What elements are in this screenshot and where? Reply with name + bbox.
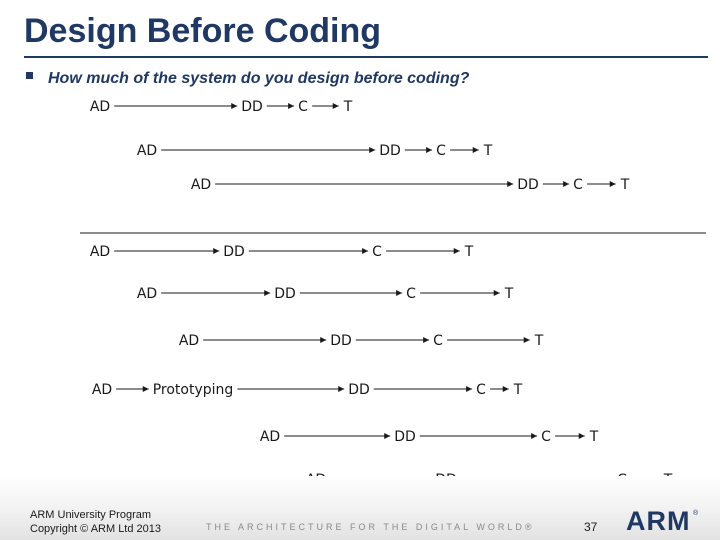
stage-label-ad: AD: [90, 99, 110, 115]
page-title: Design Before Coding: [24, 12, 382, 50]
page-number: 37: [584, 520, 598, 534]
stage-label-t: T: [343, 99, 353, 115]
stage-label-c: C: [436, 143, 446, 159]
footer-org: ARM University Program: [30, 509, 152, 521]
stage-label-t: T: [534, 333, 544, 349]
stage-label-dd: DD: [241, 99, 263, 115]
stage-label-c: C: [433, 333, 443, 349]
stage-label-c: C: [372, 244, 382, 260]
stage-label-dd: DD: [223, 244, 245, 260]
stage-label-ad: AD: [90, 244, 110, 260]
footer-tagline: THE ARCHITECTURE FOR THE DIGITAL WORLD®: [206, 522, 535, 532]
stage-label-c: C: [406, 286, 416, 302]
footer-copyright-line: Copyright © ARM Ltd 2013: [30, 523, 162, 535]
stage-label-dd: DD: [517, 177, 539, 193]
title-underline: [24, 56, 708, 58]
stage-label-t: T: [464, 244, 474, 260]
stage-label-ad: AD: [137, 143, 157, 159]
footer-copyright: ARM University Program Copyright © ARM L…: [30, 508, 161, 536]
stage-label-t: T: [504, 286, 514, 302]
stage-label-dd: DD: [330, 333, 352, 349]
stage-label-dd: DD: [274, 286, 296, 302]
stage-label-t: T: [589, 429, 599, 445]
stage-label-dd: DD: [348, 382, 370, 398]
logo-registered-mark: ®: [693, 510, 699, 517]
stage-label-c: C: [476, 382, 486, 398]
stage-label-ad: AD: [191, 177, 211, 193]
question-text: How much of the system do you design bef…: [48, 70, 470, 87]
footer-band: [0, 476, 720, 540]
stage-label-ad: AD: [137, 286, 157, 302]
stage-label-c: C: [541, 429, 551, 445]
stage-label-ad: AD: [92, 382, 112, 398]
stage-label-dd: DD: [394, 429, 416, 445]
stage-label-t: T: [620, 177, 630, 193]
stage-label-t: T: [513, 382, 523, 398]
stage-label-t: T: [483, 143, 493, 159]
arm-logo: ARM: [626, 506, 691, 536]
bullet-icon: [26, 72, 33, 79]
stage-label-dd: DD: [379, 143, 401, 159]
stage-label-ad: AD: [179, 333, 199, 349]
stage-label-c: C: [298, 99, 308, 115]
stage-label-c: C: [573, 177, 583, 193]
stage-label-ad: AD: [260, 429, 280, 445]
stage-label-prototyping: Prototyping: [153, 382, 234, 398]
